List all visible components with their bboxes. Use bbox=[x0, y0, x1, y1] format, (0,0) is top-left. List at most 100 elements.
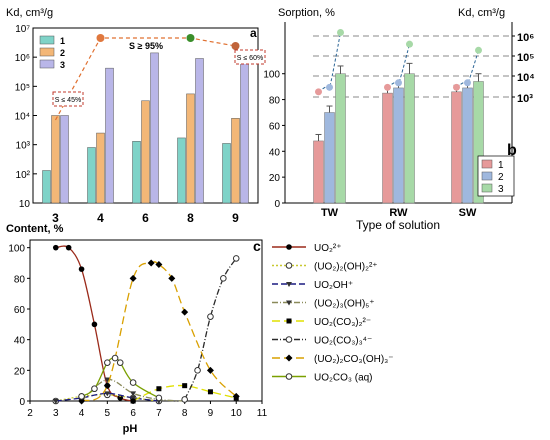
panel-b-legend-label: 2 bbox=[498, 172, 504, 183]
panel-c-xtick-label: 5 bbox=[105, 408, 111, 419]
panel-c-data-point bbox=[91, 385, 98, 393]
panel-a-legend-label: 2 bbox=[60, 48, 65, 58]
panel-c-xtick-label: 10 bbox=[231, 408, 243, 419]
panel-c-data-point bbox=[130, 391, 137, 397]
panel-c-data-point bbox=[220, 275, 227, 282]
panel-c-legend-marker bbox=[286, 300, 292, 306]
panel-a-connector bbox=[54, 37, 236, 121]
panel-c-data-point bbox=[116, 359, 124, 366]
panel-b-bar bbox=[335, 73, 346, 204]
panel-c-data-point bbox=[206, 366, 214, 374]
panel-a-legend-swatch bbox=[39, 47, 55, 57]
panel-b-kd-connector bbox=[456, 50, 479, 88]
panel-a-bar bbox=[132, 141, 141, 204]
panel-c-data-point bbox=[130, 398, 136, 404]
panel-b-xtick-label: TW bbox=[321, 207, 339, 219]
panel-c-legend-marker bbox=[286, 282, 292, 287]
panel-c-legend-marker bbox=[286, 318, 292, 324]
panel-c-xtick-label: 11 bbox=[257, 408, 268, 419]
panel-b-legend-swatch bbox=[481, 183, 493, 193]
panel-c-xtick-label: 4 bbox=[79, 408, 85, 419]
panel-b-ytick-label: 20 bbox=[269, 173, 281, 184]
panel-c-legend-label: (UO₂)₃(OH)₅⁺ bbox=[314, 299, 375, 310]
panel-b-ylabel-left: Sorption, % bbox=[278, 7, 335, 19]
panel-b-kd-point bbox=[406, 40, 413, 48]
panel-a-overlay-point bbox=[186, 34, 195, 42]
panel-c-xtick-label: 3 bbox=[53, 408, 59, 419]
panel-c-series-line bbox=[55, 392, 159, 402]
panel-c-legend-marker bbox=[286, 244, 292, 250]
panel-c-data-point bbox=[207, 313, 214, 320]
panel-a-bar bbox=[186, 93, 195, 204]
panel-c-data-point bbox=[129, 274, 137, 282]
panel-c-legend-marker bbox=[285, 354, 293, 362]
panel-b-kd-point bbox=[395, 79, 402, 87]
panel-c-legend-marker bbox=[285, 373, 293, 380]
panel-b-ytick-label: 80 bbox=[269, 96, 281, 107]
panel-a-bar bbox=[105, 67, 114, 204]
panel-c-data-point bbox=[207, 389, 213, 395]
panel-b-right-tick-label: 10⁶ bbox=[517, 32, 534, 44]
panel-a-ytick-label: 10⁷ bbox=[15, 24, 30, 35]
panel-a-xtick-label: 4 bbox=[97, 211, 104, 225]
panel-c-data-point bbox=[65, 244, 72, 251]
panel-a-ytick-label: 10⁶ bbox=[15, 53, 30, 64]
panel-c-data-point bbox=[147, 259, 155, 267]
panel-c-data-point bbox=[194, 367, 201, 374]
panel-c-xtick-label: 6 bbox=[130, 408, 136, 419]
panel-a-annotation-box bbox=[234, 49, 266, 65]
panel-b-kd-connector bbox=[318, 32, 341, 93]
panel-b-right-tick-label: 10⁵ bbox=[517, 52, 534, 64]
panel-b-kd-connector bbox=[387, 44, 410, 88]
panel-c-data-point bbox=[155, 261, 163, 269]
panel-c-legend-label: UO₂(CO₃)₃⁴⁻ bbox=[314, 336, 372, 347]
panel-c-legend-label: UO₂(CO₃)₂²⁻ bbox=[314, 317, 371, 328]
panel-a-bar bbox=[240, 57, 249, 204]
panel-c-data-point bbox=[78, 266, 85, 272]
panel-b-right-tick-label: 10⁴ bbox=[517, 72, 535, 84]
panel-c-data-point bbox=[182, 383, 188, 389]
panel-a-annotation-box bbox=[52, 91, 84, 107]
panel-c-data-point bbox=[181, 396, 188, 403]
panel-a-ytick-label: 10 bbox=[19, 199, 31, 210]
panel-c-xtick-label: 7 bbox=[156, 408, 162, 419]
panel-c-legend-label: UO₂²⁺ bbox=[314, 243, 342, 254]
panel-c-legend-label: (UO₂)₂CO₃(OH)₃⁻ bbox=[314, 354, 394, 365]
panel-c-ytick-label: 40 bbox=[14, 336, 26, 347]
panel-b-kd-point bbox=[326, 83, 333, 91]
panel-c-ylabel: Content, % bbox=[6, 223, 64, 235]
panel-a-legend-swatch bbox=[39, 35, 55, 45]
panel-b-bar bbox=[393, 87, 404, 204]
panel-c-data-point bbox=[52, 399, 59, 404]
panel-c-data-point bbox=[129, 379, 137, 386]
panel-c-data-point bbox=[117, 395, 124, 401]
panel-c-ytick-label: 60 bbox=[14, 305, 26, 316]
panel-b-bar bbox=[324, 112, 335, 204]
panel-c-label: c bbox=[253, 238, 261, 254]
panel-a-legend-swatch bbox=[39, 59, 55, 69]
panel-b-legend-swatch bbox=[481, 171, 493, 181]
panel-c-data-point bbox=[130, 395, 137, 401]
panel-a-xtick-label: 9 bbox=[232, 211, 239, 225]
panel-c-data-point bbox=[155, 394, 163, 402]
panel-a-legend-label: 1 bbox=[60, 36, 65, 46]
panel-c-data-point bbox=[111, 354, 119, 362]
panel-c-ytick-label: 20 bbox=[14, 366, 26, 377]
panel-c-data-point bbox=[181, 308, 189, 316]
panel-a-bar bbox=[177, 137, 186, 204]
panel-c-data-point bbox=[103, 382, 111, 390]
panel-c-data-point bbox=[78, 397, 86, 405]
panel-c-legend-label: UO₂CO₃ (aq) bbox=[314, 373, 373, 384]
panel-b-kd-point bbox=[453, 83, 460, 91]
panel-c-legend-label: (UO₂)₂(OH)₂²⁺ bbox=[314, 262, 378, 273]
panel-a-annotation: S ≥ 95% bbox=[129, 41, 163, 51]
panel-c-data-point bbox=[156, 386, 162, 392]
panel-a-ytick-label: 10³ bbox=[16, 141, 31, 152]
panel-a-bar bbox=[231, 118, 240, 204]
panel-b-right-tick-label: 10³ bbox=[517, 93, 533, 105]
panel-c-xtick-label: 8 bbox=[182, 408, 188, 419]
panel-a-bar bbox=[51, 115, 60, 204]
panel-b-kd-point bbox=[315, 88, 322, 96]
panel-a-overlay-point bbox=[96, 34, 105, 42]
